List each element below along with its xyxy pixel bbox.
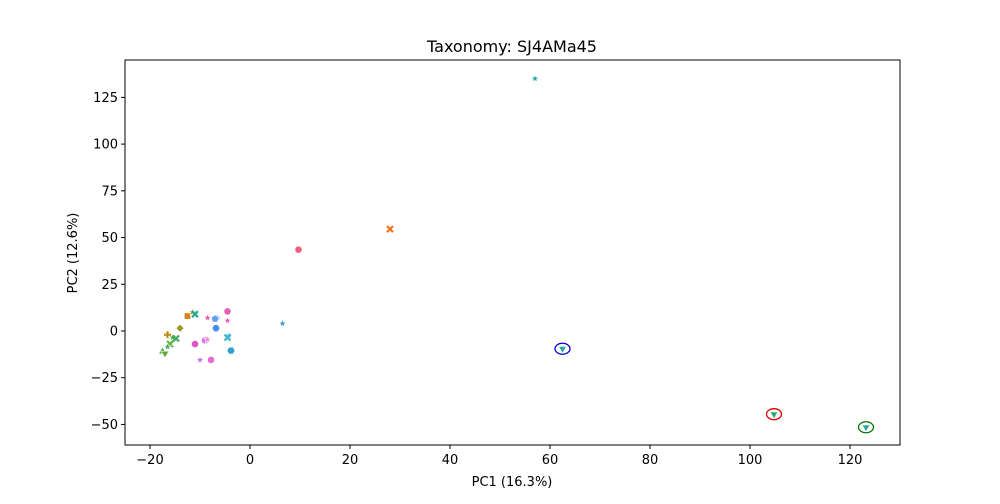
data-point: [554, 342, 571, 355]
highlight-ellipse: [554, 342, 571, 355]
plot-area-frame: [124, 59, 901, 446]
data-point: [162, 342, 173, 351]
data-point: [211, 324, 221, 332]
x-tick-label: 100: [738, 453, 763, 468]
data-point: [226, 346, 236, 355]
data-point: [184, 312, 192, 320]
highlight-ellipse: [857, 421, 875, 434]
data-point: [175, 323, 185, 333]
data-point: [765, 408, 783, 421]
y-tick-label: 0: [110, 324, 118, 339]
x-tick-label: 40: [442, 453, 459, 468]
data-point: [386, 225, 394, 233]
data-point: [530, 73, 540, 83]
y-axis-ticks: −50 −25 0 25 50 75 100 125: [91, 91, 125, 433]
highlight-ellipse: [765, 408, 783, 421]
data-point: [202, 313, 213, 322]
y-tick-label: −25: [91, 371, 118, 386]
y-tick-label: 75: [101, 184, 118, 199]
x-tick-label: −20: [136, 453, 163, 468]
y-axis-label: PC2 (12.6%): [66, 213, 81, 294]
data-point: [172, 334, 180, 343]
data-point: [164, 331, 171, 339]
y-tick-label: 50: [101, 231, 118, 246]
data-point: [277, 318, 288, 328]
y-tick-label: −50: [91, 418, 118, 433]
y-tick-label: 25: [101, 278, 118, 293]
data-point: [223, 307, 232, 316]
data-point: [223, 333, 232, 342]
data-point: [857, 421, 875, 434]
data-point: [191, 340, 199, 348]
data-point: [191, 310, 199, 318]
data-point: [222, 315, 233, 325]
y-tick-label: 100: [93, 138, 118, 153]
x-axis-label: PC1 (16.3%): [472, 475, 553, 490]
x-tick-label: 60: [542, 453, 559, 468]
y-tick-label: 125: [93, 91, 118, 106]
x-tick-label: 120: [838, 453, 863, 468]
x-tick-label: 0: [246, 453, 254, 468]
data-point: [207, 356, 215, 364]
data-point: [160, 350, 170, 359]
data-point: [202, 334, 213, 344]
data-point: [294, 245, 303, 254]
data-point: [195, 355, 205, 364]
data-point: [167, 332, 178, 342]
x-tick-label: 80: [642, 453, 659, 468]
x-axis-ticks: −20 0 20 40 60 80 100 120: [136, 445, 862, 468]
chart-title: Taxonomy: SJ4AMa45: [426, 37, 597, 56]
x-tick-label: 20: [342, 453, 359, 468]
data-point: [210, 314, 220, 323]
points-layer: [158, 73, 875, 434]
